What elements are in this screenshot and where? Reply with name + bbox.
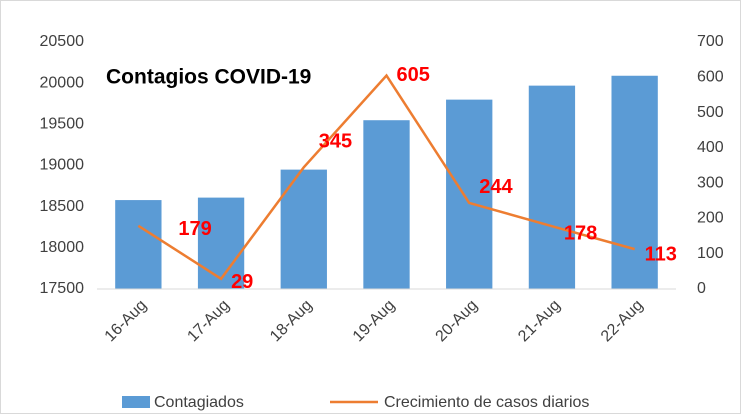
data-label: 178 [564,222,597,244]
data-label: 244 [479,176,513,198]
y2-tick-label: 300 [697,174,724,191]
y-tick-label: 18000 [40,239,85,256]
data-label: 29 [231,271,253,293]
y2-tick-label: 500 [697,104,724,121]
bar [528,85,576,290]
y2-tick-label: 100 [697,245,724,262]
bar [446,99,493,289]
legend-label: Contagiados [154,394,244,411]
y2-tick-label: 400 [697,139,724,156]
data-label: 113 [645,243,677,265]
data-label: 605 [397,64,430,86]
y-tick-label: 19000 [40,157,85,174]
data-label: 179 [178,218,211,240]
bar [363,120,410,289]
y2-tick-label: 200 [697,210,724,227]
y2-tick-label: 700 [697,33,724,50]
y2-tick-label: 0 [697,280,706,297]
y-tick-label: 20500 [40,33,85,50]
bar [611,75,658,289]
bar [115,200,162,289]
y-tick-label: 17500 [40,280,85,297]
data-label: 345 [319,131,352,153]
chart-title: Contagios COVID-19 [106,66,311,89]
line [137,73,635,281]
bar [197,197,245,289]
legend-label: Crecimiento de casos diarios [384,394,589,411]
y-tick-label: 20000 [40,74,85,91]
y-tick-label: 19500 [40,116,85,133]
legend-swatch [122,396,150,408]
y2-tick-label: 600 [697,69,724,86]
y-tick-label: 18500 [40,198,85,215]
